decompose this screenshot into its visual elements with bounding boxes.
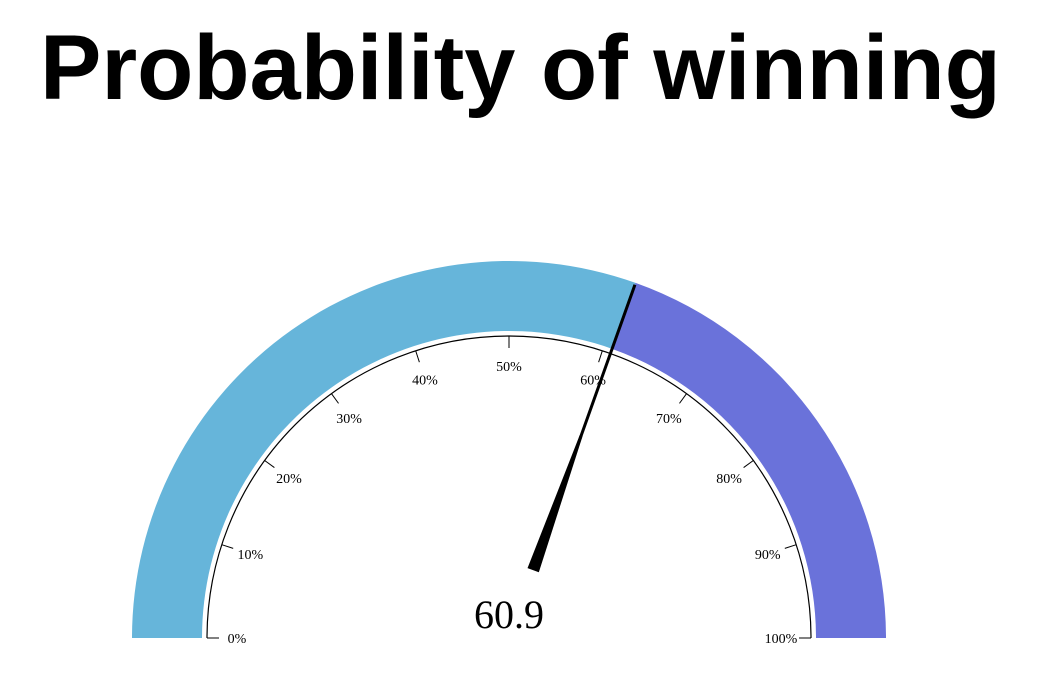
tick-30 — [331, 393, 339, 404]
scale-ticks — [207, 336, 811, 639]
gauge-band-2 — [612, 282, 886, 638]
tick-label-30: 30% — [336, 412, 362, 427]
gauge-value-label: 60.9 — [474, 592, 544, 637]
scale-tick-labels: 0%10%20%30%40%50%60%70%80%90%100% — [228, 360, 798, 647]
tick-label-90: 90% — [755, 548, 781, 563]
tick-label-20: 20% — [276, 472, 302, 487]
tick-40 — [415, 350, 420, 363]
tick-20 — [264, 460, 275, 468]
tick-label-80: 80% — [716, 472, 742, 487]
tick-60 — [598, 350, 603, 363]
gauge-needle-body — [527, 434, 583, 573]
tick-label-50: 50% — [496, 360, 522, 375]
tick-label-100: 100% — [765, 632, 798, 647]
gauge-bands — [132, 261, 886, 638]
tick-label-0: 0% — [228, 632, 247, 647]
tick-90 — [784, 544, 797, 549]
tick-label-70: 70% — [656, 412, 682, 427]
tick-label-40: 40% — [412, 373, 438, 388]
tick-70 — [679, 393, 687, 404]
gauge-band-1 — [132, 261, 636, 638]
tick-10 — [221, 544, 234, 549]
tick-label-10: 10% — [237, 548, 263, 563]
tick-80 — [743, 460, 754, 468]
chart-title: Probability of winning — [40, 17, 1001, 119]
